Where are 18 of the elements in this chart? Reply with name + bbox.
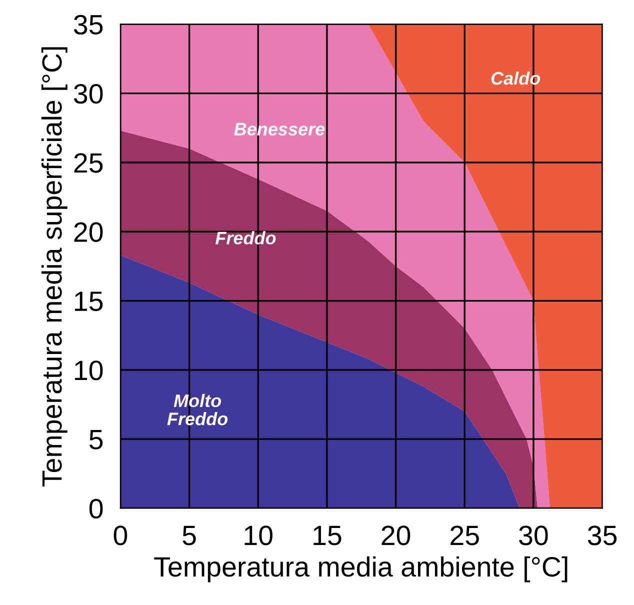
y-tick-label: 0 (89, 498, 103, 519)
y-tick-label: 20 (74, 222, 103, 242)
x-tick-label: 0 (114, 526, 128, 546)
y-tick-label: 25 (74, 153, 103, 173)
x-tick-label: 20 (382, 526, 410, 546)
x-axis-title: Temperatura media ambiente [°C] (154, 556, 568, 582)
y-tick-label: 15 (75, 292, 103, 312)
y-tick-label: 35 (74, 14, 103, 35)
x-tick-label: 30 (519, 526, 548, 546)
x-tick-label: 35 (588, 526, 617, 546)
y-tick-label: 30 (74, 84, 103, 104)
y-tick-label: 10 (75, 360, 103, 380)
y-axis-title: Temperatura media superficiale [°C] (41, 47, 68, 486)
x-tick-label: 25 (450, 526, 479, 546)
y-tick-label: 5 (89, 430, 103, 450)
x-tick-label: 15 (314, 526, 342, 546)
x-tick-label: 5 (182, 526, 196, 546)
x-tick-label: 10 (244, 526, 272, 546)
